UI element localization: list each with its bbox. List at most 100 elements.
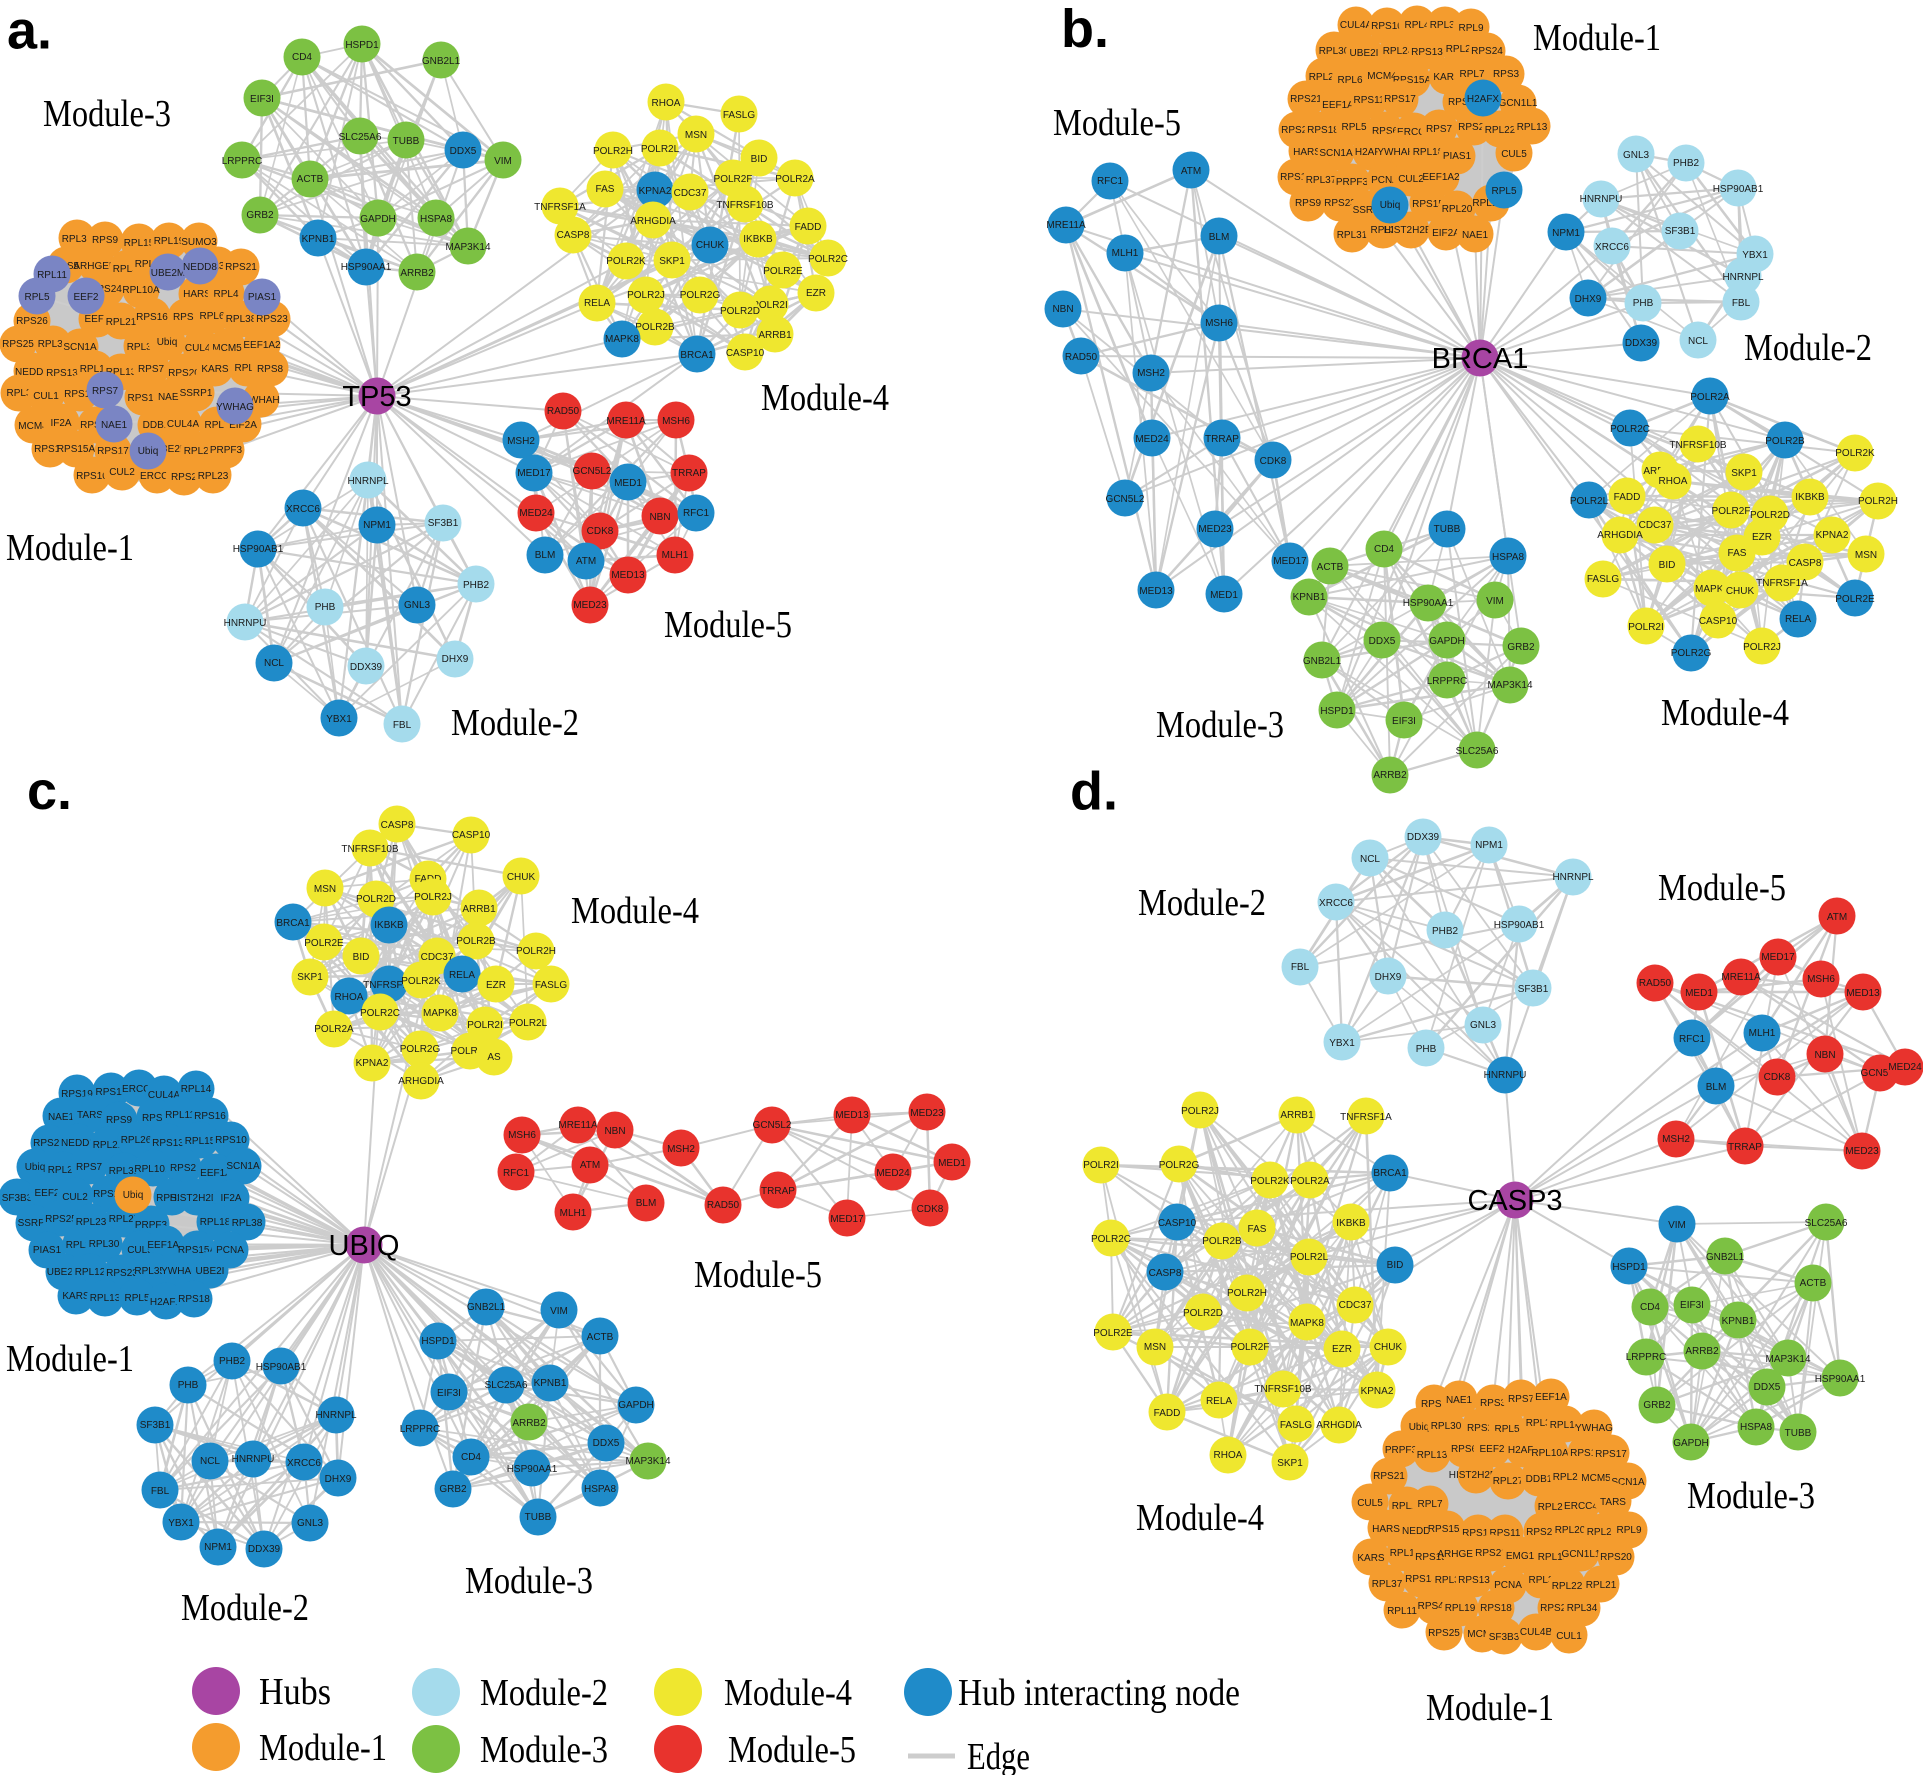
svg-text:RPS7: RPS7 (1426, 124, 1453, 135)
svg-text:BID: BID (353, 952, 370, 963)
svg-text:ATM: ATM (1827, 912, 1847, 923)
svg-text:FADD: FADD (1614, 492, 1641, 503)
svg-text:MSN: MSN (1855, 550, 1877, 561)
svg-text:TUBB: TUBB (1785, 1428, 1812, 1439)
svg-text:RPL13: RPL13 (90, 1293, 121, 1304)
svg-text:HSP90AA1: HSP90AA1 (341, 262, 392, 273)
svg-text:Module-5: Module-5 (694, 1254, 822, 1296)
svg-text:IKBKB: IKBKB (1795, 492, 1825, 503)
svg-text:CUL4A: CUL4A (1340, 20, 1373, 31)
svg-text:RPL30: RPL30 (1319, 46, 1350, 57)
svg-text:CASP10: CASP10 (452, 830, 491, 841)
svg-text:RPS16: RPS16 (136, 312, 168, 323)
svg-text:ARHGDIA: ARHGDIA (398, 1076, 444, 1087)
svg-text:HNRNPU: HNRNPU (1484, 1070, 1527, 1081)
svg-text:TNFRSF10B: TNFRSF10B (716, 200, 774, 211)
svg-text:ACTB: ACTB (1317, 562, 1344, 573)
svg-text:Module-3: Module-3 (465, 1560, 593, 1602)
svg-text:RELA: RELA (1785, 614, 1811, 625)
svg-text:RPL10A: RPL10A (122, 285, 160, 296)
svg-text:RPS18: RPS18 (1480, 1603, 1512, 1614)
svg-text:RPL22: RPL22 (1485, 125, 1516, 136)
svg-text:RELA: RELA (584, 298, 610, 309)
svg-text:UBIQ: UBIQ (329, 1230, 400, 1262)
svg-text:MED1: MED1 (614, 478, 642, 489)
svg-text:PHB2: PHB2 (463, 580, 490, 591)
svg-text:HSPD1: HSPD1 (1320, 706, 1354, 717)
svg-text:ARRB2: ARRB2 (512, 1418, 546, 1429)
svg-text:CD4: CD4 (1640, 1302, 1660, 1313)
svg-text:FBL: FBL (1732, 298, 1751, 309)
svg-text:NPM1: NPM1 (1552, 228, 1580, 239)
svg-text:GAPDH: GAPDH (360, 214, 396, 225)
svg-text:EIF3I: EIF3I (437, 1388, 461, 1399)
svg-text:HSP90AA1: HSP90AA1 (1815, 1374, 1866, 1385)
svg-text:SF3B3: SF3B3 (1489, 1632, 1520, 1643)
svg-text:RPS20: RPS20 (1600, 1552, 1632, 1563)
svg-text:RFC1: RFC1 (1097, 176, 1124, 187)
svg-text:NCL: NCL (200, 1456, 220, 1467)
svg-text:CHUK: CHUK (1374, 1342, 1403, 1353)
svg-text:CDK8: CDK8 (1764, 1072, 1791, 1083)
svg-text:ARRB2: ARRB2 (1685, 1346, 1719, 1357)
svg-text:MED24: MED24 (1888, 1062, 1922, 1073)
svg-text:GCN5L2: GCN5L2 (573, 466, 612, 477)
svg-text:NPM1: NPM1 (363, 520, 391, 531)
svg-text:PHB2: PHB2 (219, 1356, 246, 1367)
svg-text:SLC25A6: SLC25A6 (339, 132, 382, 143)
svg-text:POLR2J: POLR2J (1743, 642, 1781, 653)
svg-text:RAD50: RAD50 (1639, 978, 1672, 989)
svg-text:TNFRSF10B: TNFRSF10B (341, 844, 399, 855)
svg-text:POLR2F: POLR2F (1712, 506, 1751, 517)
svg-text:POLR2K: POLR2K (1250, 1176, 1290, 1187)
svg-text:Module-4: Module-4 (761, 377, 889, 419)
svg-text:TARS: TARS (77, 1110, 103, 1121)
svg-text:POLR2G: POLR2G (1671, 648, 1712, 659)
svg-text:CUL5: CUL5 (1357, 1498, 1383, 1509)
svg-text:Module-2: Module-2 (1744, 327, 1872, 369)
svg-text:BRCA1: BRCA1 (276, 918, 310, 929)
svg-text:MED17: MED17 (830, 1214, 864, 1225)
svg-text:FASLG: FASLG (723, 110, 755, 121)
svg-text:POLR2L: POLR2L (1570, 496, 1609, 507)
svg-text:POLR2J: POLR2J (414, 892, 452, 903)
svg-text:EZR: EZR (1752, 532, 1772, 543)
svg-text:RPL5: RPL5 (1341, 122, 1366, 133)
svg-text:Module-3: Module-3 (480, 1729, 608, 1771)
svg-text:POLR2I: POLR2I (467, 1020, 503, 1031)
svg-text:CDC37: CDC37 (1339, 1300, 1372, 1311)
svg-text:H2AFX: H2AFX (1467, 94, 1500, 105)
svg-text:MED23: MED23 (1198, 524, 1232, 535)
svg-text:Ubiq: Ubiq (123, 1190, 144, 1201)
svg-text:POLR2C: POLR2C (360, 1008, 400, 1019)
svg-text:TNFRSF10B: TNFRSF10B (1254, 1384, 1312, 1395)
svg-text:TNFRSF10B: TNFRSF10B (1669, 440, 1727, 451)
svg-text:ATM: ATM (576, 556, 596, 567)
svg-text:GCN1L1: GCN1L1 (1562, 1549, 1601, 1560)
svg-text:Module-3: Module-3 (1156, 704, 1284, 746)
svg-text:CUL1: CUL1 (1556, 1631, 1582, 1642)
svg-text:CASP8: CASP8 (557, 230, 590, 241)
svg-text:RPS9: RPS9 (92, 235, 119, 246)
svg-text:RPS17: RPS17 (1595, 1449, 1627, 1460)
svg-text:POLR2E: POLR2E (1093, 1328, 1133, 1339)
svg-text:MSH2: MSH2 (667, 1144, 695, 1155)
svg-text:IKBKB: IKBKB (374, 920, 404, 931)
svg-text:RPS21: RPS21 (1373, 1471, 1405, 1482)
svg-text:ERCC4: ERCC4 (1564, 1501, 1598, 1512)
svg-text:RPS10: RPS10 (1371, 21, 1403, 32)
svg-text:EIF3I: EIF3I (1680, 1300, 1704, 1311)
svg-text:EIF3I: EIF3I (1392, 716, 1416, 727)
svg-text:FASLG: FASLG (1280, 1420, 1312, 1431)
svg-text:POLR2A: POLR2A (1690, 392, 1730, 403)
svg-text:TRRAP: TRRAP (672, 468, 706, 479)
svg-text:GNB2L1: GNB2L1 (422, 56, 461, 67)
svg-text:POLR2D: POLR2D (1183, 1308, 1223, 1319)
svg-text:NPM1: NPM1 (204, 1542, 232, 1553)
svg-text:Hub interacting node: Hub interacting node (958, 1672, 1240, 1714)
svg-text:SF3B1: SF3B1 (1665, 226, 1696, 237)
svg-text:CASP10: CASP10 (1158, 1218, 1197, 1229)
svg-text:MRE11A: MRE11A (1046, 220, 1086, 231)
svg-text:CASP3: CASP3 (1467, 1185, 1562, 1217)
svg-text:EEF1A: EEF1A (1535, 1392, 1567, 1403)
